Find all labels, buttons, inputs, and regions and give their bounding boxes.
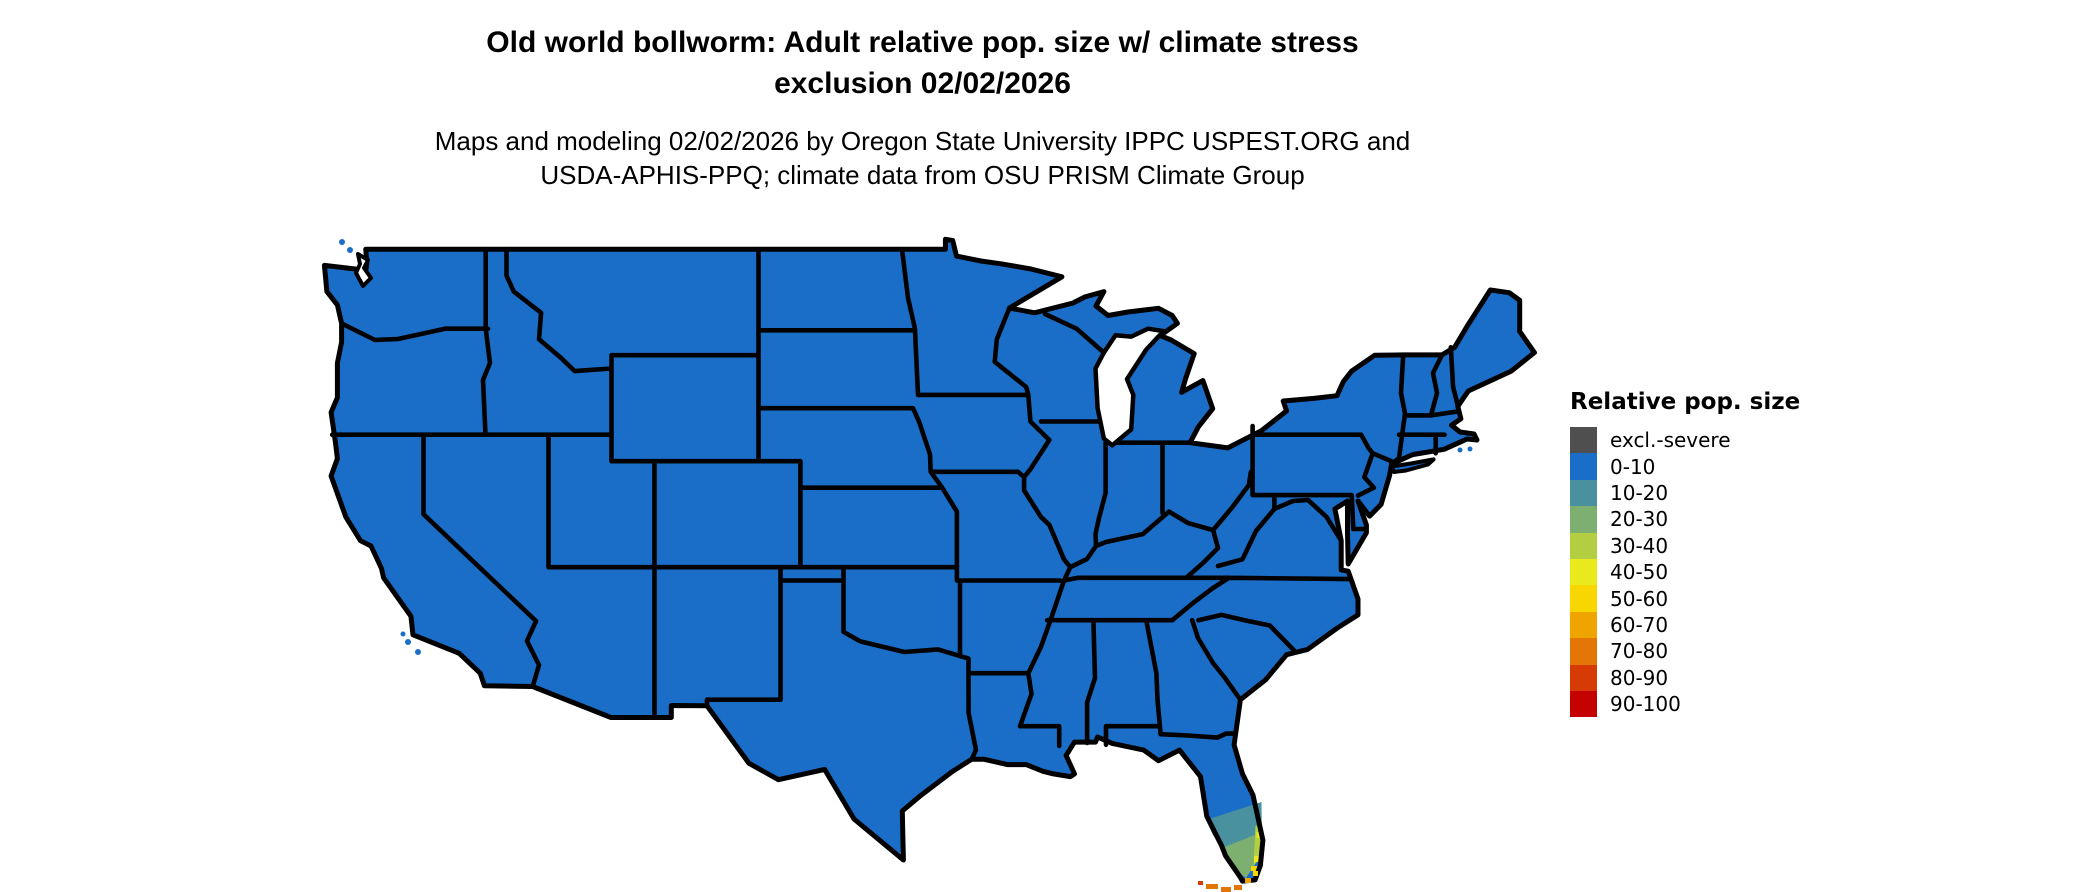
legend-label: 80-90 [1610, 665, 1669, 690]
legend-label: 10-20 [1610, 480, 1669, 505]
us-map [308, 228, 1548, 892]
legend-item: 60-70 [1570, 611, 1800, 639]
region-50-60-spot [1251, 866, 1257, 871]
legend-label: 0-10 [1610, 454, 1656, 479]
state-borders [329, 246, 1461, 762]
legend-label: excl.-severe [1610, 428, 1731, 453]
map-title-line1: Old world bollworm: Adult relative pop. … [486, 26, 1359, 59]
map-subtitle-line2: USDA-APHIS-PPQ; climate data from OSU PR… [540, 160, 1305, 190]
long-island [1389, 457, 1436, 474]
florida-keys [1198, 871, 1258, 892]
region-70-80-key [1234, 885, 1242, 890]
region-40-50-spot [1254, 856, 1259, 862]
legend-item: 20-30 [1570, 506, 1800, 533]
legend-swatch [1570, 453, 1597, 480]
legend-item: 0-10 [1570, 453, 1800, 480]
legend-swatch [1570, 585, 1597, 612]
region-40-50-spot [1256, 832, 1262, 838]
legend-swatch [1570, 638, 1597, 665]
legend-item: excl.-severe [1570, 427, 1800, 454]
legend-label: 70-80 [1610, 639, 1669, 664]
puget-sound [354, 252, 373, 288]
legend-item: 90-100 [1570, 690, 1800, 718]
legend-swatch [1570, 427, 1597, 454]
legend-swatch [1570, 479, 1597, 507]
legend-swatch [1570, 532, 1597, 559]
region-60-70-key [1245, 878, 1251, 883]
legend-label: 20-30 [1610, 507, 1669, 532]
legend-swatch [1570, 690, 1597, 718]
map-title-line2: exclusion 02/02/2026 [774, 67, 1071, 100]
legend-item: 30-40 [1570, 532, 1800, 559]
lake-michigan [1093, 326, 1169, 448]
legend-item: 50-60 [1570, 585, 1800, 612]
legend-item: 80-90 [1570, 664, 1800, 691]
legend-swatch [1570, 506, 1597, 533]
legend-label: 40-50 [1610, 560, 1669, 585]
region-70-80-key [1221, 887, 1231, 892]
legend-item: 70-80 [1570, 638, 1800, 665]
legend-label: 30-40 [1610, 533, 1669, 558]
legend-item: 40-50 [1570, 558, 1800, 586]
map-subtitle-line1: Maps and modeling 02/02/2026 by Oregon S… [434, 126, 1411, 156]
offshore-islands [339, 239, 1473, 655]
legend-swatch [1570, 664, 1597, 691]
map-legend: Relative pop. size excl.-severe 0-10 10-… [1570, 389, 1801, 718]
legend-label: 50-60 [1610, 586, 1669, 611]
region-10-20-south-florida [1206, 802, 1262, 848]
legend-item: 10-20 [1570, 479, 1800, 507]
legend-title: Relative pop. size [1570, 389, 1801, 415]
legend-label: 60-70 [1610, 612, 1669, 637]
legend-swatch [1570, 558, 1597, 586]
region-80-90-keys-speck [1198, 881, 1203, 885]
map-subtitle: Maps and modeling 02/02/2026 by Oregon S… [0, 124, 1845, 192]
figure-header: Old world bollworm: Adult relative pop. … [0, 22, 1845, 192]
legend-swatch [1570, 611, 1597, 639]
region-50-60-key [1253, 871, 1258, 876]
legend-label: 90-100 [1610, 692, 1681, 717]
region-70-80-key [1206, 884, 1218, 889]
